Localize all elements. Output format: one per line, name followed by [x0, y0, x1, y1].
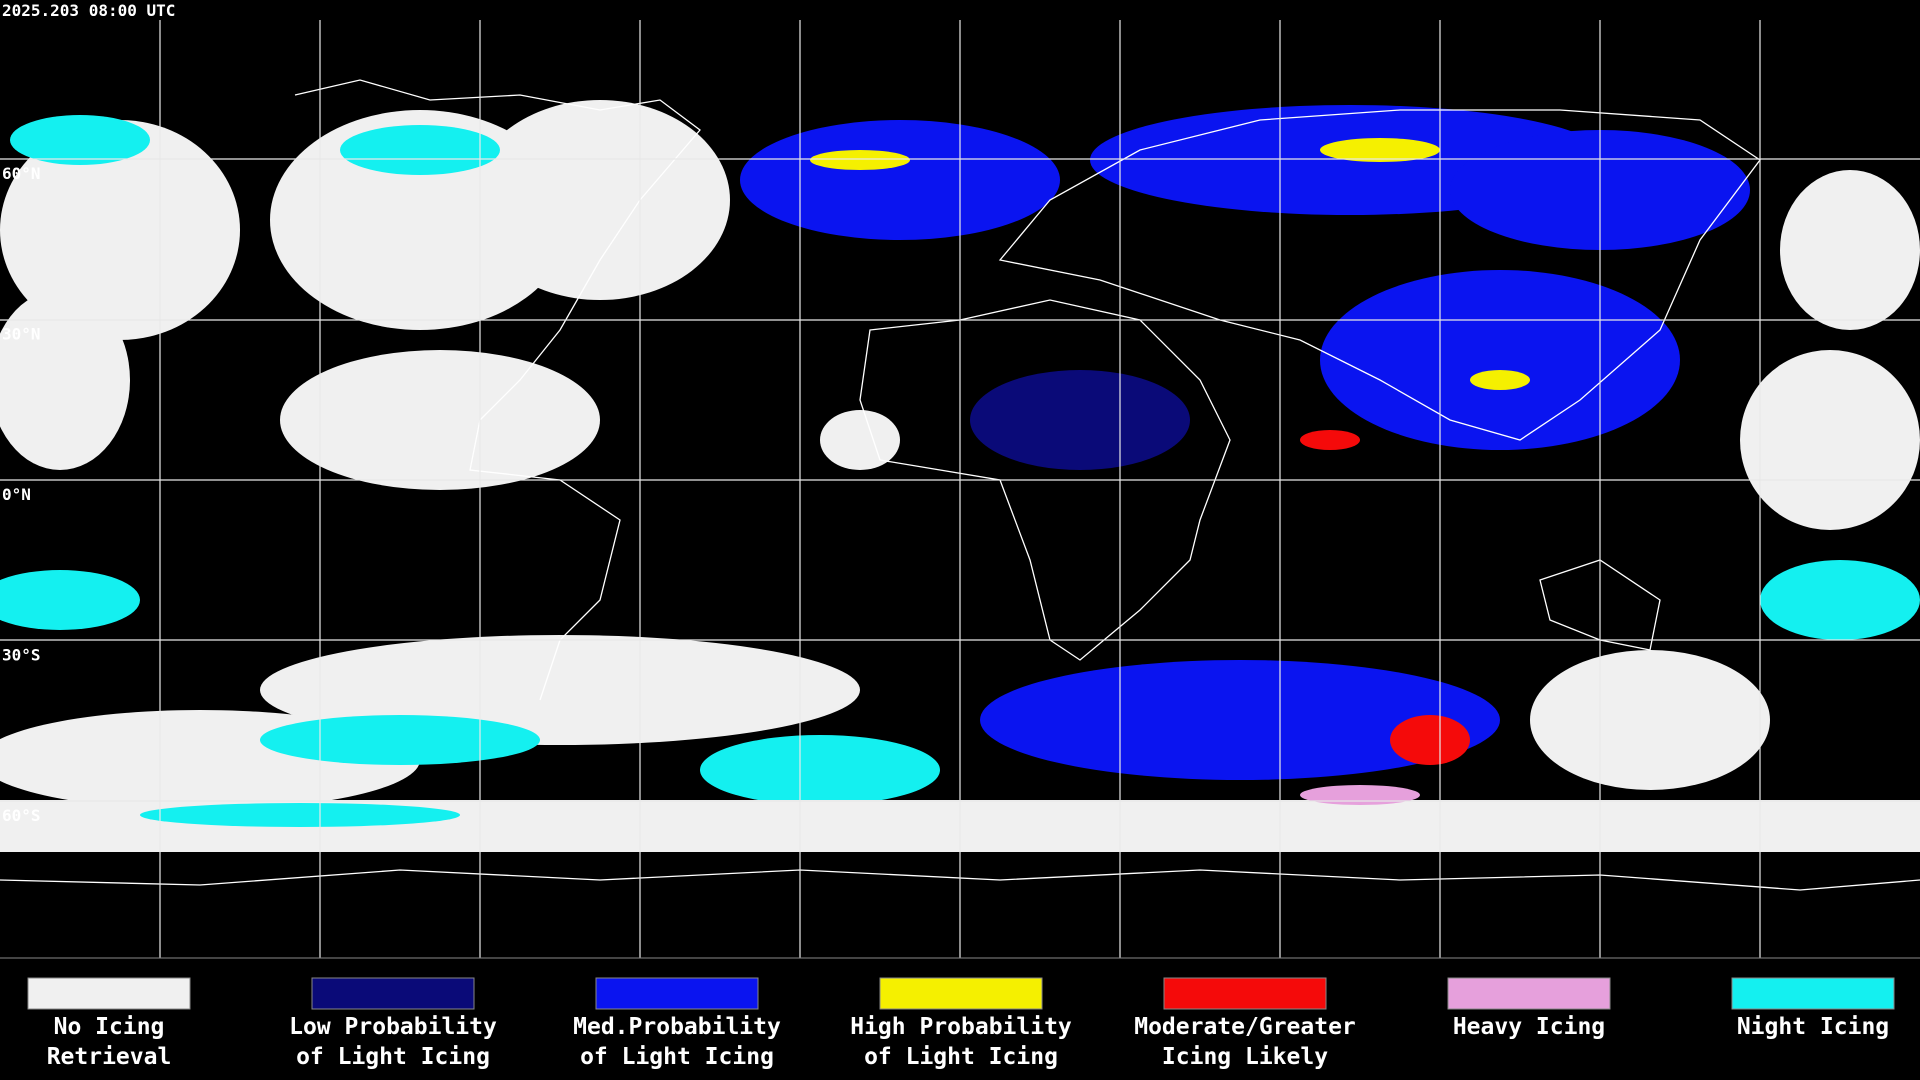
coastline: [0, 869, 1920, 891]
cloud: [1530, 650, 1770, 790]
legend-label: High Probability: [850, 1014, 1072, 1040]
graticule: [0, 20, 1920, 958]
legend-swatch: [1731, 977, 1895, 1010]
night-icing: [140, 803, 460, 827]
icing-high: [1470, 370, 1530, 390]
legend-label: Heavy Icing: [1453, 1014, 1605, 1040]
legend: No Icing Retrieval Low Probability of Light…: [27, 977, 1895, 1070]
cloud-field: [0, 100, 1920, 852]
latitude-labels: 60°N 30°N 0°N 30°S 60°S: [2, 164, 41, 825]
legend-swatch: [311, 977, 475, 1010]
legend-label: No Icing: [54, 1014, 165, 1040]
cloud: [1780, 170, 1920, 330]
night-icing: [700, 735, 940, 805]
latitude-label: 30°N: [2, 325, 41, 344]
latitude-label: 30°S: [2, 646, 41, 665]
timestamp: 2025.203 08:00 UTC: [2, 1, 175, 20]
cloud: [1740, 350, 1920, 530]
latitude-label: 0°N: [2, 485, 31, 504]
icing-high: [1320, 138, 1440, 162]
cloud: [0, 120, 240, 340]
legend-swatch: [1447, 977, 1611, 1010]
cloud: [820, 410, 900, 470]
latitude-label: 60°N: [2, 164, 41, 183]
icing-low: [970, 370, 1190, 470]
night-icing: [340, 125, 500, 175]
icing-high: [810, 150, 910, 170]
icing-med: [740, 120, 1060, 240]
legend-label: Low Probability: [289, 1014, 497, 1040]
night-icing: [1760, 560, 1920, 640]
legend-label: Med.Probability: [573, 1014, 781, 1040]
coastline: [859, 299, 1231, 661]
legend-label: of Light Icing: [580, 1044, 774, 1070]
legend-swatch: [595, 977, 759, 1010]
cloud: [280, 350, 600, 490]
night-icing: [260, 715, 540, 765]
icing-moderate: [1390, 715, 1470, 765]
icing-med: [1320, 270, 1680, 450]
icing-moderate: [1300, 430, 1360, 450]
icing-med: [980, 660, 1500, 780]
legend-label: of Light Icing: [296, 1044, 490, 1070]
latitude-label: 60°S: [2, 806, 41, 825]
coastlines: [0, 79, 1920, 891]
legend-label: Retrieval: [47, 1044, 172, 1070]
legend-label: of Light Icing: [864, 1044, 1058, 1070]
night-icing: [10, 115, 150, 165]
cloud: [470, 100, 730, 300]
legend-swatch: [27, 977, 191, 1010]
cloud: [0, 290, 130, 470]
legend-label: Icing Likely: [1162, 1044, 1328, 1070]
coastline: [294, 79, 701, 701]
coastline: [998, 109, 1761, 441]
legend-swatch: [1163, 977, 1327, 1010]
legend-swatch: [879, 977, 1043, 1010]
legend-label: Night Icing: [1737, 1014, 1889, 1040]
icing-heavy: [1300, 785, 1420, 805]
legend-label: Moderate/Greater: [1134, 1014, 1356, 1040]
night-icing: [0, 570, 140, 630]
